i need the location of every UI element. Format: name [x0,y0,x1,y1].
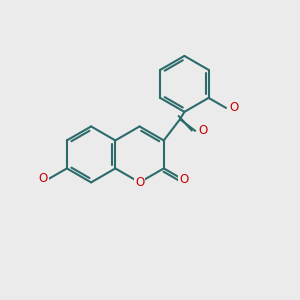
Text: O: O [179,172,188,185]
Text: O: O [198,124,207,137]
Text: O: O [135,176,144,189]
Text: O: O [230,101,239,114]
Text: O: O [38,172,48,185]
